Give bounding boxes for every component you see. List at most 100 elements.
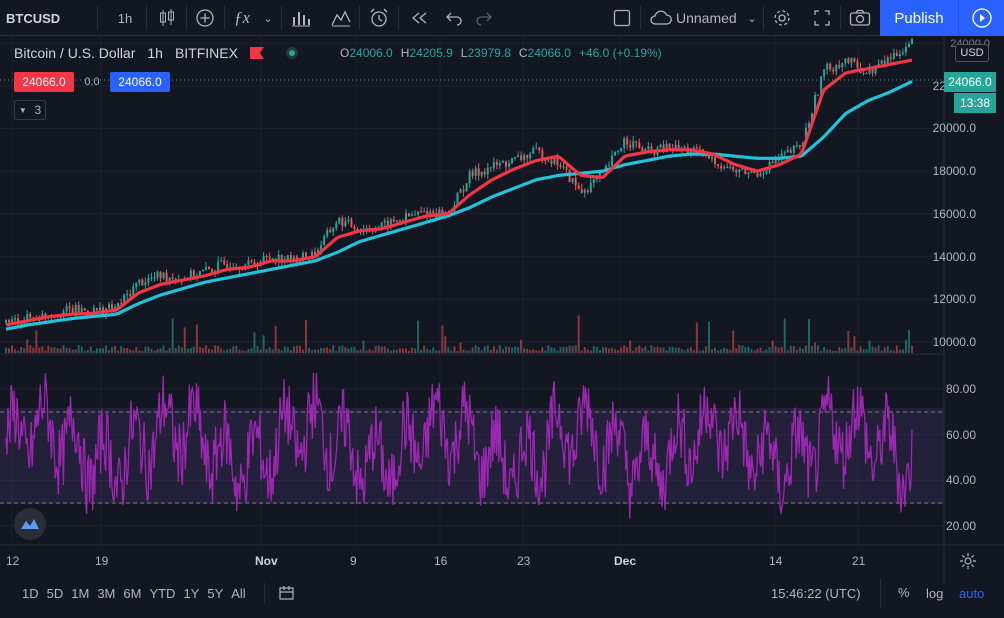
candle-body xyxy=(323,236,326,246)
buy-button[interactable]: 24066.0 xyxy=(110,72,170,92)
volume-bar xyxy=(468,350,471,353)
candle-body xyxy=(574,178,577,186)
alarm-clock-icon[interactable] xyxy=(364,0,394,36)
volume-bar xyxy=(880,350,883,353)
volume-bar xyxy=(347,348,350,353)
candle-body xyxy=(156,271,159,278)
range-button-5y[interactable]: 5Y xyxy=(207,585,224,601)
volume-bar xyxy=(95,348,98,353)
volume-bar xyxy=(626,347,629,353)
volume-bar xyxy=(359,349,362,353)
camera-icon[interactable] xyxy=(846,0,874,36)
layout-name[interactable]: Unnamed xyxy=(676,10,737,26)
utc-clock[interactable]: 15:46:22 (UTC) xyxy=(771,586,861,601)
candle-body xyxy=(847,58,850,63)
volume-bar xyxy=(223,350,226,353)
redo-icon[interactable] xyxy=(471,0,497,36)
candle-body xyxy=(765,170,768,174)
log-toggle[interactable]: log xyxy=(926,586,944,601)
candle-body xyxy=(811,113,814,124)
chevron-down-icon[interactable]: ⌄ xyxy=(263,12,273,25)
volume-bar xyxy=(820,350,823,353)
range-button-ytd[interactable]: YTD xyxy=(149,585,176,601)
undo-icon[interactable] xyxy=(441,0,467,36)
compare-icon[interactable] xyxy=(326,0,356,36)
time-axis[interactable]: 12 19 Nov 9 16 23 Dec 14 21 xyxy=(0,548,944,574)
candle-body xyxy=(886,57,889,64)
interval-button[interactable]: 1h xyxy=(117,10,133,26)
candle-body xyxy=(117,302,120,307)
range-button-5d[interactable]: 5D xyxy=(46,585,64,601)
tradingview-logo-icon[interactable] xyxy=(14,508,46,540)
volume-bar xyxy=(362,340,365,353)
play-icon[interactable] xyxy=(958,0,1004,36)
candle-body xyxy=(707,153,710,159)
sell-button[interactable]: 24066.0 xyxy=(14,72,74,92)
candle-body xyxy=(547,160,550,162)
volume-bar xyxy=(141,350,144,353)
volume-bar xyxy=(477,347,480,353)
volume-bar xyxy=(795,349,798,353)
auto-toggle[interactable]: auto xyxy=(959,586,985,601)
volume-bar xyxy=(804,345,807,353)
function-icon[interactable]: ƒx xyxy=(233,8,251,27)
volume-bar xyxy=(798,347,801,353)
price-chart[interactable] xyxy=(0,36,1004,584)
candle-body xyxy=(344,221,347,227)
volume-bar xyxy=(59,348,62,353)
add-indicator-icon[interactable] xyxy=(190,0,220,36)
cloud-icon[interactable] xyxy=(646,0,676,36)
candle-body xyxy=(71,308,74,313)
candle-body xyxy=(320,245,323,250)
change-value: +46.0 (+0.19%) xyxy=(578,46,662,60)
fullscreen-toggle-icon[interactable] xyxy=(610,0,634,36)
candle-body xyxy=(341,217,344,227)
candle-body xyxy=(829,63,832,70)
percent-toggle[interactable]: % xyxy=(898,585,910,600)
volume-bar xyxy=(353,346,356,353)
volume-bar xyxy=(850,347,853,353)
currency-button[interactable]: USD xyxy=(955,44,989,62)
range-button-3m[interactable]: 3M xyxy=(97,585,116,601)
candle-body xyxy=(901,52,904,54)
bottom-toolbar: 1D 5D 1M 3M 6M YTD 1Y 5Y All 15:46:22 (UTC) % lo… xyxy=(0,578,1004,608)
volume-bar xyxy=(459,342,462,353)
range-button-6m[interactable]: 6M xyxy=(123,585,142,601)
chevron-down-icon[interactable]: ⌄ xyxy=(747,12,757,25)
toolbar-divider xyxy=(186,6,187,30)
range-button-1m[interactable]: 1M xyxy=(71,585,90,601)
volume-bar xyxy=(211,349,214,353)
candle-body xyxy=(789,150,792,153)
indicators-toggle[interactable]: ▼ 3 xyxy=(14,100,46,120)
range-button-1y[interactable]: 1Y xyxy=(183,585,200,601)
volume-bar xyxy=(598,350,601,353)
volume-bar xyxy=(156,349,159,353)
volume-bar xyxy=(771,340,774,353)
volume-bar xyxy=(647,350,650,353)
volume-bar xyxy=(98,348,101,353)
bar-countdown: 13:38 xyxy=(954,93,996,113)
publish-button[interactable]: Publish xyxy=(880,0,958,36)
candle-body xyxy=(414,214,417,216)
range-button-all[interactable]: All xyxy=(231,585,246,601)
time-axis-tick: 19 xyxy=(95,554,109,568)
candles-icon[interactable] xyxy=(150,0,184,36)
gear-icon[interactable] xyxy=(768,0,796,36)
expand-icon[interactable] xyxy=(808,0,836,36)
chart-legend[interactable]: Bitcoin / U.S. Dollar 1h BITFINEX xyxy=(14,42,298,64)
volume-bar xyxy=(232,346,235,353)
candle-body xyxy=(774,159,777,164)
symbol-search-button[interactable]: BTCUSD xyxy=(6,10,61,26)
flag-icon[interactable] xyxy=(249,47,264,59)
volume-bar xyxy=(217,346,220,353)
volume-bar xyxy=(453,346,456,353)
candle-body xyxy=(862,73,865,75)
replay-icon[interactable] xyxy=(404,0,434,36)
range-button-1d[interactable]: 1D xyxy=(22,585,39,601)
axis-settings-icon[interactable] xyxy=(956,549,980,573)
goto-date-icon[interactable] xyxy=(277,583,297,603)
candle-body xyxy=(647,146,650,150)
volume-bar xyxy=(53,347,56,353)
bar-chart-icon[interactable] xyxy=(286,0,316,36)
volume-bar xyxy=(229,349,232,353)
